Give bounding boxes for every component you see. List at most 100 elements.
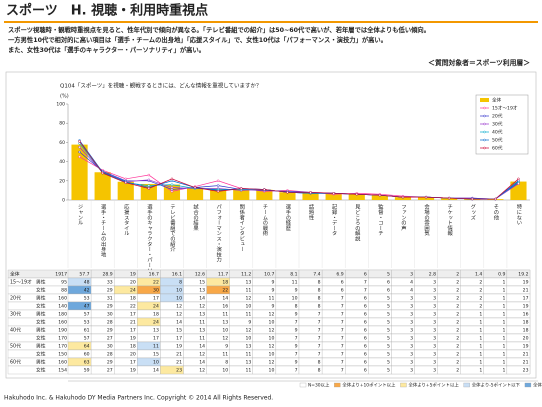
- cell-value: 64: [84, 344, 90, 350]
- category-label: 監督・コーチ: [377, 203, 384, 236]
- question: Q104「スポーツ」を視聴・観戦するときには、どんな情報を重視していますか？: [60, 82, 262, 90]
- cell-value: 6: [364, 360, 367, 366]
- cell-value: 14: [199, 344, 205, 350]
- cell-value: 61: [84, 328, 90, 334]
- cell-value: 12.6: [195, 272, 205, 278]
- bar: [233, 189, 250, 200]
- cell-value: 14: [199, 296, 205, 302]
- cell-value: 2: [456, 312, 459, 318]
- cell-value: 30: [107, 312, 113, 318]
- y-tick-label: 0: [62, 198, 65, 204]
- footer-legend-label: 全体より-5ポイント以下: [472, 382, 521, 389]
- cell-value: 2: [479, 296, 482, 302]
- cell-value: 3: [410, 328, 413, 334]
- legend-label: 15才〜19才: [492, 105, 518, 112]
- cell-value: 9: [271, 304, 274, 310]
- cell-value: 11: [222, 312, 228, 318]
- cell-value: 7: [341, 352, 344, 358]
- cell-value: 8: [318, 288, 321, 294]
- point: [101, 171, 104, 175]
- cell-value: 14: [199, 360, 205, 366]
- cell-value: 13: [245, 360, 251, 366]
- cell-value: 7: [341, 360, 344, 366]
- cell-value: 1: [479, 328, 482, 334]
- cell-value: 7: [295, 336, 298, 342]
- point: [240, 187, 243, 190]
- cell-value: 10: [269, 352, 275, 358]
- cell-value: 1: [479, 312, 482, 318]
- row-gender: 女性: [36, 367, 46, 374]
- cell-value: 12: [176, 312, 182, 318]
- cell-value: 23: [176, 368, 182, 374]
- cell-value: 11: [222, 352, 228, 358]
- cell-value: 8: [225, 360, 228, 366]
- cell-value: 12: [199, 352, 205, 358]
- cell-value: 0.9: [498, 272, 505, 278]
- cell-value: 13: [245, 280, 251, 286]
- cell-value: 19: [176, 344, 182, 350]
- category-label: 記録・データ: [331, 203, 338, 236]
- cell-value: 22: [153, 280, 159, 286]
- legend-label: 全体: [492, 97, 502, 104]
- bar: [210, 188, 227, 200]
- cell-value: 7: [341, 336, 344, 342]
- cell-value: 47: [84, 304, 90, 310]
- cell-value: 17: [153, 336, 159, 342]
- row-gender: 男性: [36, 343, 46, 350]
- cell-value: 5: [387, 336, 390, 342]
- row-n: 170: [58, 344, 67, 350]
- cell-value: 8: [318, 368, 321, 374]
- row-n: 160: [58, 296, 67, 302]
- cell-value: 1: [502, 352, 505, 358]
- point: [263, 188, 266, 191]
- point: [494, 197, 497, 201]
- line: [79, 141, 519, 200]
- cell-value: 5: [387, 296, 390, 302]
- cell-value: 6: [387, 280, 390, 286]
- y-tick-label: 100: [56, 102, 65, 108]
- cell-value: 7: [341, 320, 344, 326]
- legend-swatch: [480, 98, 489, 102]
- cell-value: 7: [318, 328, 321, 334]
- legend-swatch: [400, 382, 407, 388]
- cell-value: 10: [176, 296, 182, 302]
- point: [78, 145, 81, 149]
- cell-value: 14: [176, 320, 182, 326]
- point: [517, 177, 520, 181]
- point: [147, 187, 151, 190]
- cell-value: 5: [387, 344, 390, 350]
- point: [332, 192, 335, 195]
- cell-value: 2.8: [429, 272, 436, 278]
- cell-value: 3: [410, 304, 413, 310]
- cell-value: 30: [107, 344, 113, 350]
- cell-value: 1: [502, 368, 505, 374]
- point: [78, 155, 81, 159]
- cell-value: 3: [433, 344, 436, 350]
- cell-value: 3: [433, 280, 436, 286]
- cell-value: 7: [295, 352, 298, 358]
- row-n: 1917: [55, 272, 67, 278]
- cell-value: 8: [179, 280, 182, 286]
- legend-swatch: [483, 138, 486, 142]
- cell-value: 22: [222, 288, 228, 294]
- cell-value: 27: [107, 368, 113, 374]
- cell-value: 5: [387, 320, 390, 326]
- point: [447, 196, 451, 200]
- cell-value: 10: [269, 320, 275, 326]
- cell-value: 7: [341, 368, 344, 374]
- cell-value: 17: [130, 312, 136, 318]
- row-gender: 女性: [36, 351, 46, 358]
- cell-value: 21: [176, 360, 182, 366]
- cell-value: 19: [523, 344, 529, 350]
- cell-value: 8: [318, 296, 321, 302]
- bar: [279, 192, 296, 200]
- cell-value: 3: [410, 320, 413, 326]
- cell-value: 6: [364, 344, 367, 350]
- cell-value: 29: [107, 328, 113, 334]
- cell-value: 5: [387, 304, 390, 310]
- cell-value: 3: [410, 272, 413, 278]
- cell-value: 14: [153, 368, 159, 374]
- cell-value: 2: [479, 280, 482, 286]
- desc-line: 一方男性10代で相対的に高い項目は「選手・チームの出身地」「応援スタイル」で、女…: [8, 35, 387, 44]
- point: [78, 150, 81, 154]
